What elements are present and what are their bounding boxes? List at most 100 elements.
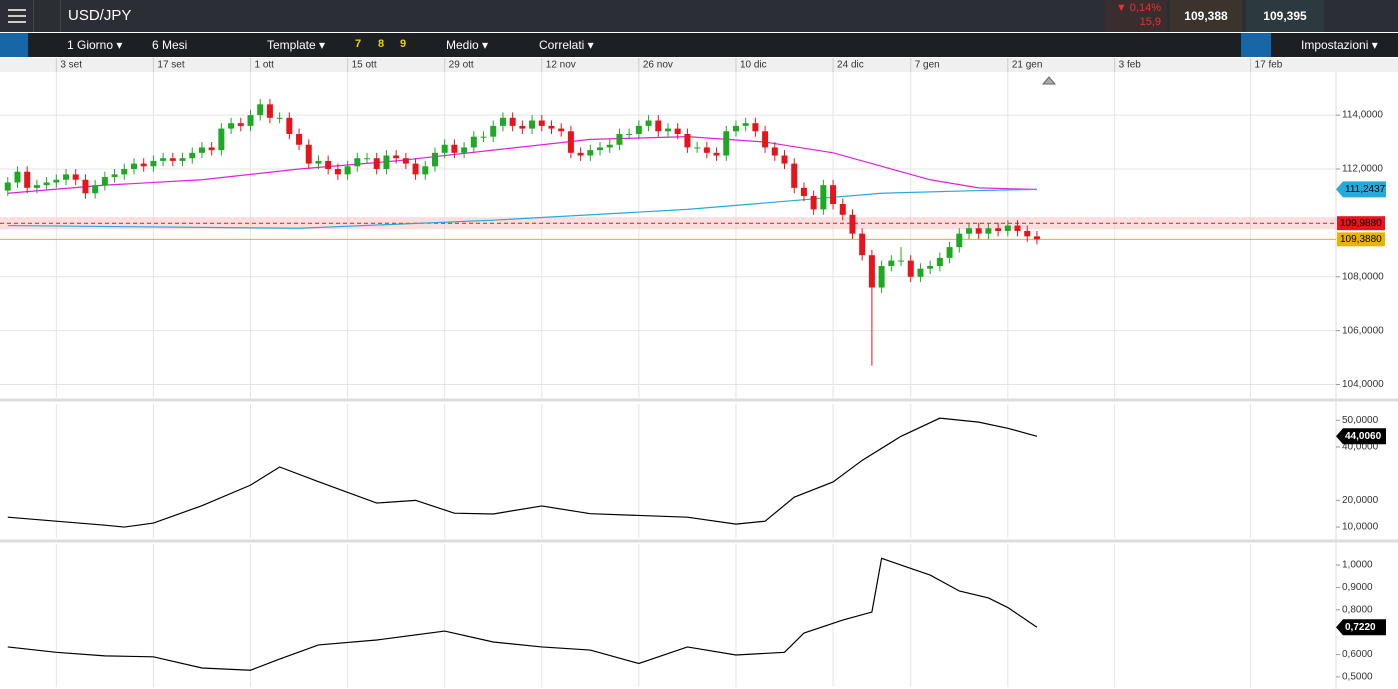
candle-body (247, 115, 254, 126)
preset[interactable]: 9 (400, 38, 407, 50)
candle-body (121, 168, 128, 175)
candle-body (606, 144, 613, 148)
candle-body (509, 117, 516, 126)
candle-body (538, 120, 545, 126)
preset[interactable]: 8 (378, 38, 385, 50)
chart-style[interactable]: Medio ▾ (446, 38, 489, 52)
x-tick-label: 7 gen (915, 60, 940, 71)
scroll-marker (1041, 76, 1057, 85)
y-tick-label: 40,0000 (1342, 442, 1379, 453)
candle-body (965, 228, 972, 234)
indicator-line (7, 557, 1038, 671)
chart-icon[interactable] (33, 0, 61, 32)
candle-body (63, 174, 70, 180)
interval[interactable]: 1 Giorno ▾ (67, 38, 123, 52)
x-tick-label: 3 set (60, 60, 82, 71)
candle-body (732, 125, 739, 132)
candle-body (888, 260, 895, 266)
menu-button[interactable] (8, 9, 26, 23)
symbol[interactable]: USD/JPY (68, 7, 132, 24)
indicator-line (7, 417, 1038, 528)
candle-body (286, 117, 293, 134)
candle-body (364, 158, 371, 160)
candle-body (111, 174, 118, 178)
time-axis-bar (0, 58, 1398, 72)
candle-body (791, 163, 798, 188)
candle-body (519, 125, 526, 129)
candle-body (1033, 236, 1040, 240)
candle-body (296, 133, 303, 145)
level-label: 109,3880 (1340, 234, 1382, 245)
last-value-box (1336, 428, 1386, 445)
level-label-box (1337, 232, 1385, 247)
x-tick-label: 17 feb (1255, 60, 1283, 71)
candle-body (431, 152, 438, 167)
period[interactable]: 6 Mesi (152, 38, 188, 52)
preset[interactable]: 7 (355, 38, 362, 50)
sell-price[interactable]: 109,388 (1170, 0, 1242, 32)
last-value-label: 0,7220 (1345, 622, 1376, 633)
x-tick-label: 21 gen (1012, 60, 1043, 71)
candle-body (461, 147, 468, 153)
candle-body (305, 144, 312, 164)
candle-body (878, 265, 885, 288)
candle-body (674, 128, 681, 134)
template[interactable]: Template ▾ (267, 38, 326, 52)
candle-body (742, 123, 749, 126)
active-tool[interactable] (1241, 33, 1271, 57)
change-box: ▼ 0,14% 15,9 (1105, 0, 1167, 32)
candle-body (160, 158, 167, 161)
candle-body (597, 147, 604, 151)
candle-body (402, 158, 409, 164)
candle-body (412, 163, 419, 175)
candle-body (995, 228, 1002, 231)
x-tick-label: 12 nov (546, 60, 576, 71)
candle-body (237, 123, 244, 126)
candle-body (635, 125, 642, 134)
candle-body (985, 228, 992, 234)
candle-body (645, 120, 652, 126)
candle-body (383, 155, 390, 169)
candle-body (130, 163, 137, 169)
y-tick-label: 106,0000 (1342, 325, 1384, 336)
y-tick-label: 0,6000 (1342, 649, 1373, 660)
candle-body (4, 182, 11, 191)
y-tick-label: 0,9000 (1342, 582, 1373, 593)
candle-body (723, 131, 730, 156)
candle-body (208, 147, 215, 151)
buy-price[interactable]: 109,395 (1246, 0, 1324, 32)
candle-body (43, 182, 50, 186)
last-value-label: 111,2437 (1345, 184, 1386, 195)
candle-body (373, 158, 380, 169)
candle-body (266, 104, 273, 118)
candle-body (325, 160, 332, 169)
candle-body (665, 128, 671, 132)
x-tick-label: 10 dic (740, 60, 767, 71)
candle-body (169, 158, 176, 161)
candle-body (218, 128, 225, 151)
candle-body (849, 214, 856, 234)
candle-body (33, 185, 40, 188)
candle-body (830, 185, 837, 205)
last-value-label: 44,0060 (1345, 431, 1382, 442)
related[interactable]: Correlati ▾ (539, 38, 594, 52)
candle-body (713, 152, 720, 156)
candle-body (936, 257, 943, 266)
candle-body (344, 166, 351, 175)
candle-body (499, 117, 506, 126)
candle-body (626, 133, 633, 135)
candle-body (975, 228, 982, 234)
candle-body (24, 171, 31, 188)
candle-body (587, 150, 594, 156)
candle-body (72, 174, 79, 180)
x-tick-label: 26 nov (643, 60, 673, 71)
candle-body (529, 120, 536, 129)
level-label: 109,9880 (1340, 218, 1382, 229)
y-tick-label: 50,0000 (1342, 415, 1379, 426)
candle-body (655, 120, 662, 132)
candle-body (810, 195, 817, 210)
y-tick-label: 0,5000 (1342, 672, 1373, 683)
settings[interactable]: Impostazioni ▾ (1301, 38, 1378, 52)
y-tick-label: 112,0000 (1342, 164, 1383, 175)
list-button[interactable] (0, 33, 28, 57)
